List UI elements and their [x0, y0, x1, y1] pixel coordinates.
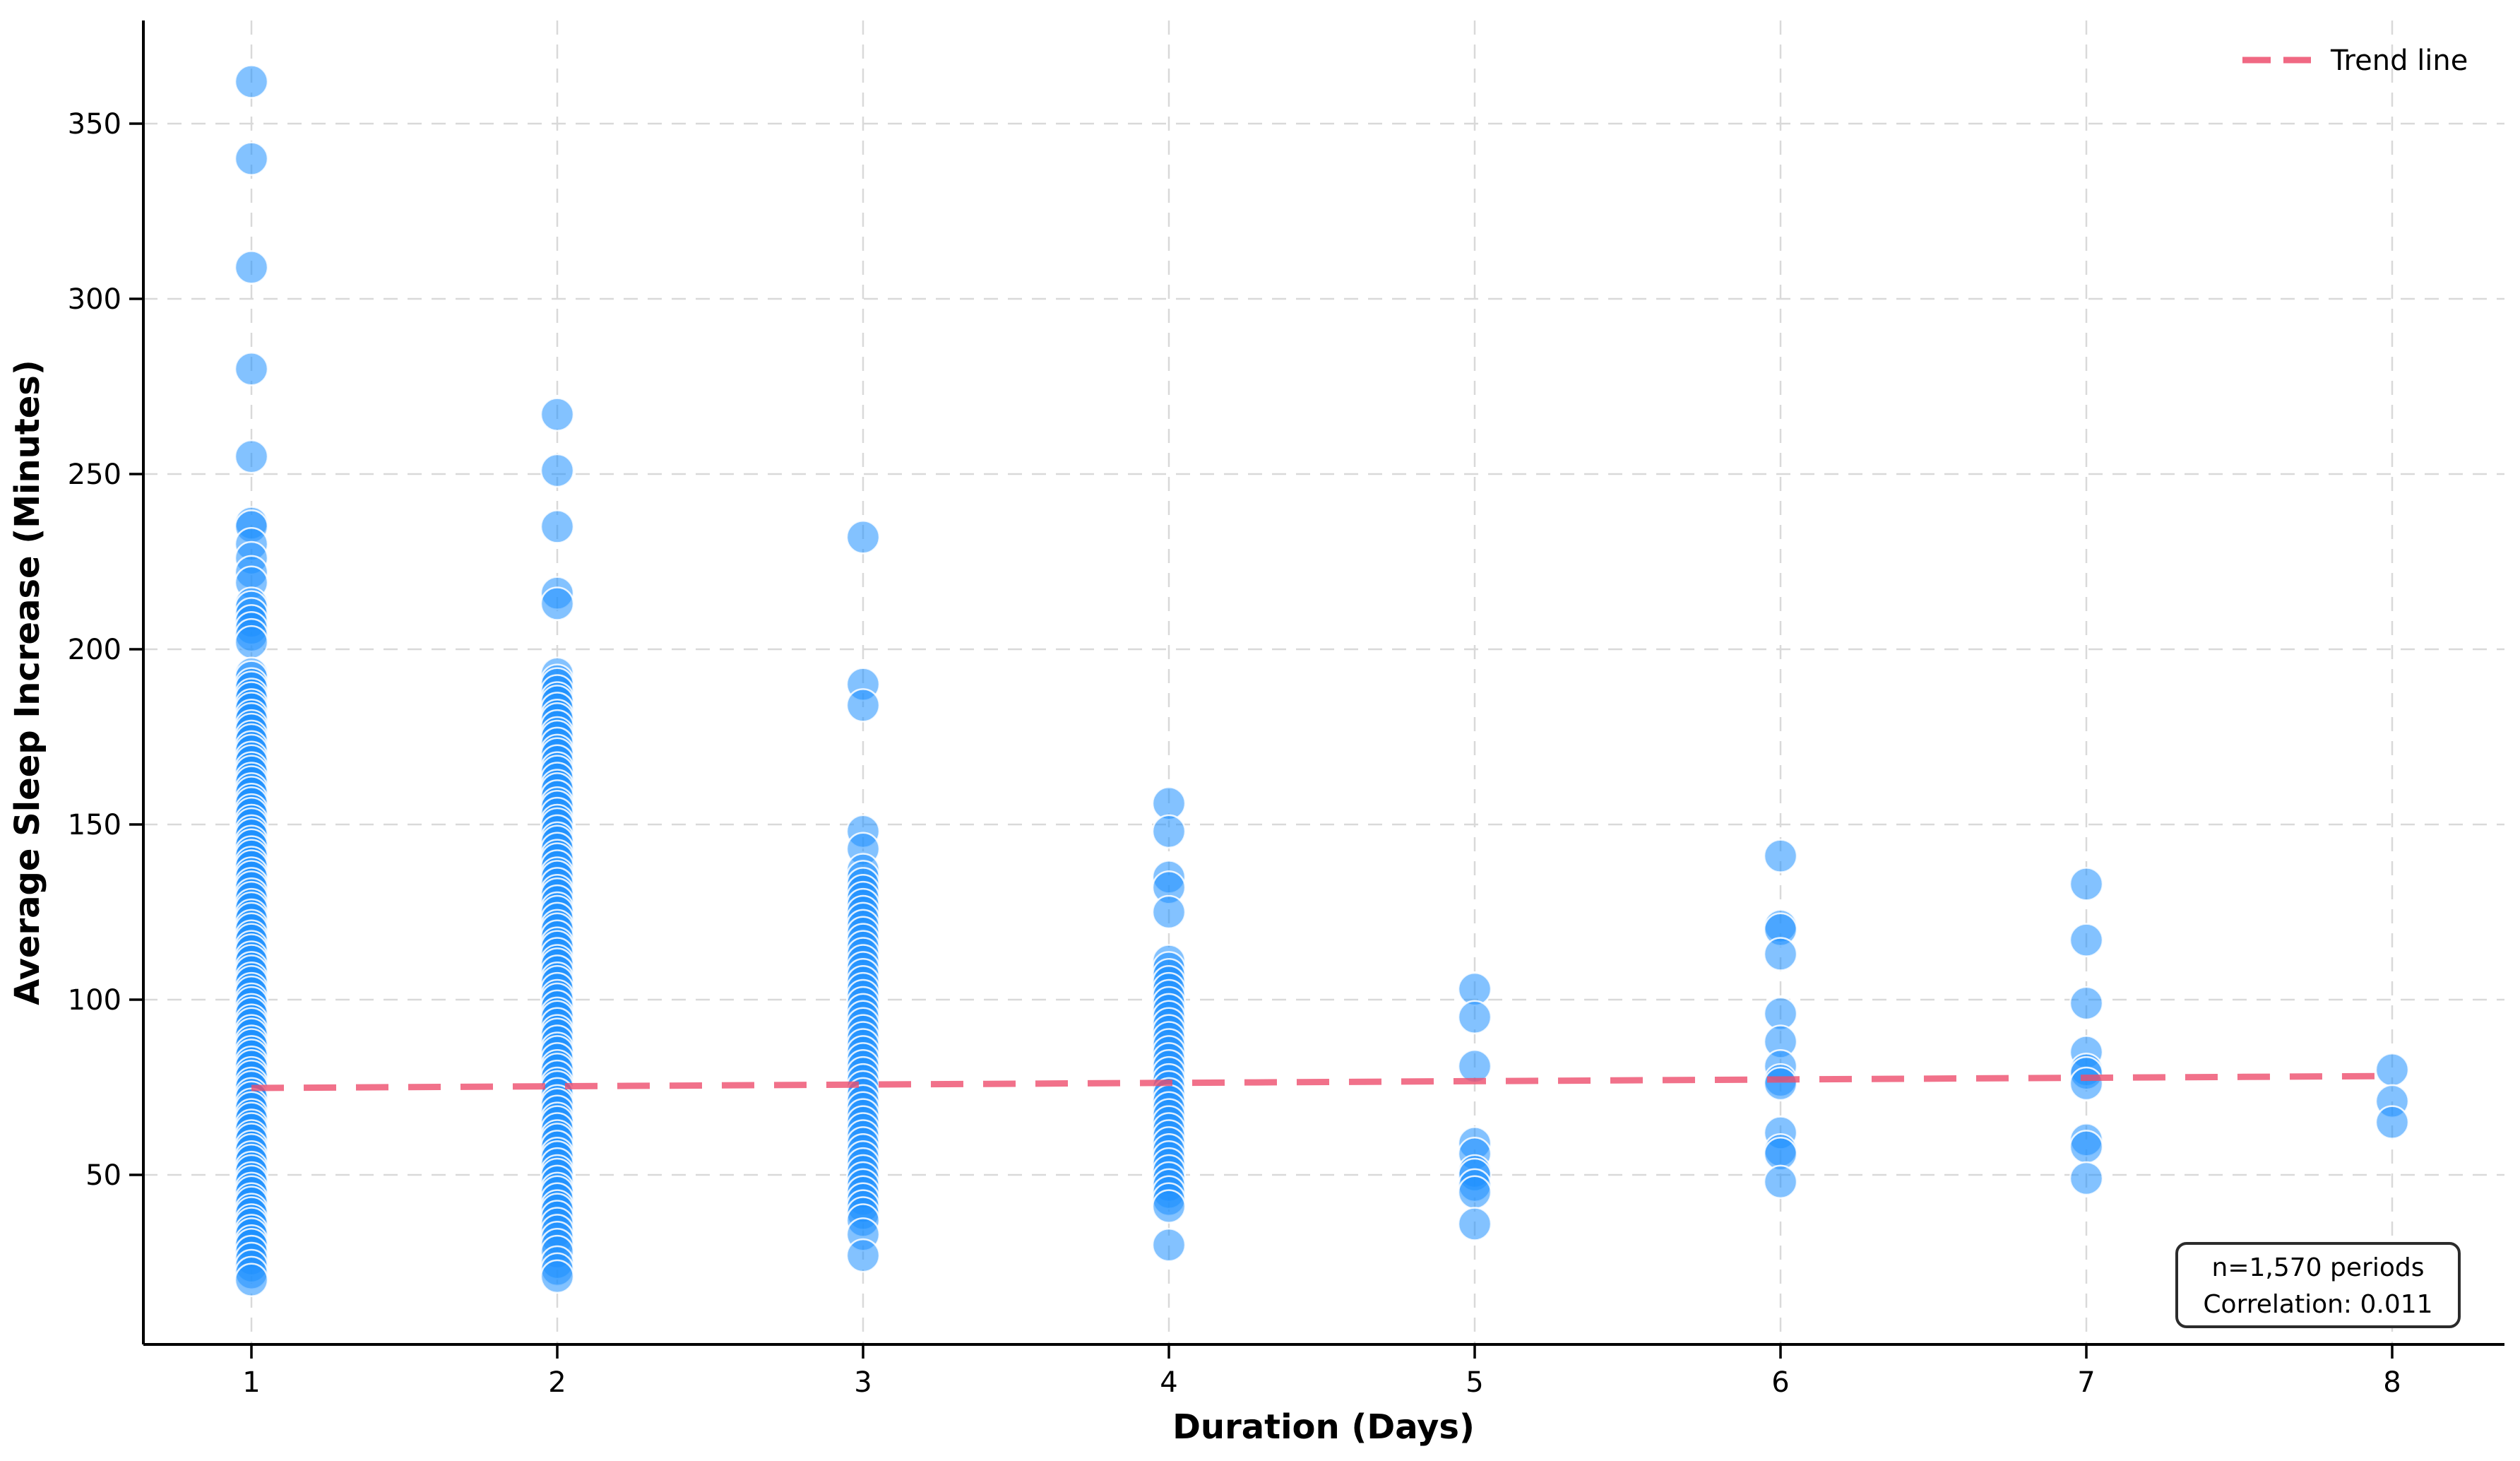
- data-point: [1457, 1048, 1492, 1084]
- data-point: [2069, 986, 2104, 1021]
- data-point: [2375, 1052, 2410, 1087]
- x-tick-label: 6: [1771, 1366, 1789, 1399]
- trend-line-path: [251, 1072, 2393, 1092]
- legend: Trend line: [2242, 45, 2468, 77]
- data-point: [1151, 1227, 1187, 1262]
- data-point: [2069, 1161, 2104, 1196]
- y-axis-label: Average Sleep Increase (Minutes): [8, 360, 47, 1005]
- data-point: [1151, 1189, 1187, 1224]
- legend-trend-label: Trend line: [2330, 45, 2468, 77]
- data-point: [234, 250, 269, 285]
- x-tick-label: 3: [854, 1366, 872, 1399]
- data-point: [2069, 1130, 2104, 1164]
- data-point: [845, 688, 881, 723]
- y-tick-label: 50: [85, 1159, 121, 1192]
- data-point: [540, 397, 575, 432]
- trend-line: [251, 1072, 2393, 1092]
- data-point: [1457, 1207, 1492, 1241]
- data-point: [845, 520, 881, 555]
- data-point: [234, 64, 269, 99]
- data-point: [234, 625, 269, 660]
- data-point: [234, 351, 269, 386]
- x-tick-label: 8: [2383, 1366, 2401, 1399]
- data-point: [1763, 839, 1798, 873]
- data-point: [234, 1262, 269, 1298]
- y-tick-label: 300: [68, 283, 121, 316]
- data-point: [1763, 1164, 1798, 1200]
- data-point: [1763, 937, 1798, 971]
- data-point: [540, 586, 575, 621]
- data-point: [2375, 1105, 2410, 1140]
- data-point: [2069, 867, 2104, 901]
- data-point: [1457, 1000, 1492, 1035]
- stats-n-periods: n=1,570 periods: [2212, 1253, 2425, 1282]
- data-point: [1151, 894, 1187, 930]
- data-point: [1457, 1175, 1492, 1210]
- data-point: [540, 509, 575, 544]
- y-tick-label: 100: [68, 984, 121, 1017]
- y-tick-label: 250: [68, 459, 121, 491]
- x-tick-label: 1: [242, 1366, 260, 1399]
- scatter-points: [234, 64, 2410, 1298]
- x-axis-label: Duration (Days): [1172, 1407, 1475, 1447]
- stats-correlation: Correlation: 0.011: [2203, 1290, 2432, 1319]
- data-point: [2069, 1066, 2104, 1101]
- x-tick-label: 7: [2077, 1366, 2095, 1399]
- y-tick-label: 350: [68, 108, 121, 141]
- x-tick-label: 2: [548, 1366, 566, 1399]
- data-point: [234, 439, 269, 474]
- stats-annotation: n=1,570 periods Correlation: 0.011: [2175, 1242, 2461, 1328]
- data-point: [540, 453, 575, 488]
- data-point: [1151, 814, 1187, 849]
- data-point: [2069, 923, 2104, 957]
- data-point: [234, 141, 269, 176]
- data-point: [845, 1238, 881, 1273]
- y-tick-label: 150: [68, 809, 121, 841]
- axis-ticks: 1 2 3 4 5 6 7 8 50 100 150 200 250 300 350: [68, 108, 2401, 1399]
- stats-box: [2175, 1242, 2461, 1328]
- x-tick-label: 5: [1466, 1366, 1483, 1399]
- data-point: [540, 1259, 575, 1294]
- axes: 1 2 3 4 5 6 7 8 50 100 150 200 250 300 350: [68, 20, 2504, 1399]
- y-tick-label: 200: [68, 634, 121, 666]
- data-point: [1763, 1066, 1798, 1101]
- x-tick-label: 4: [1160, 1366, 1177, 1399]
- gridlines: [143, 20, 2504, 1344]
